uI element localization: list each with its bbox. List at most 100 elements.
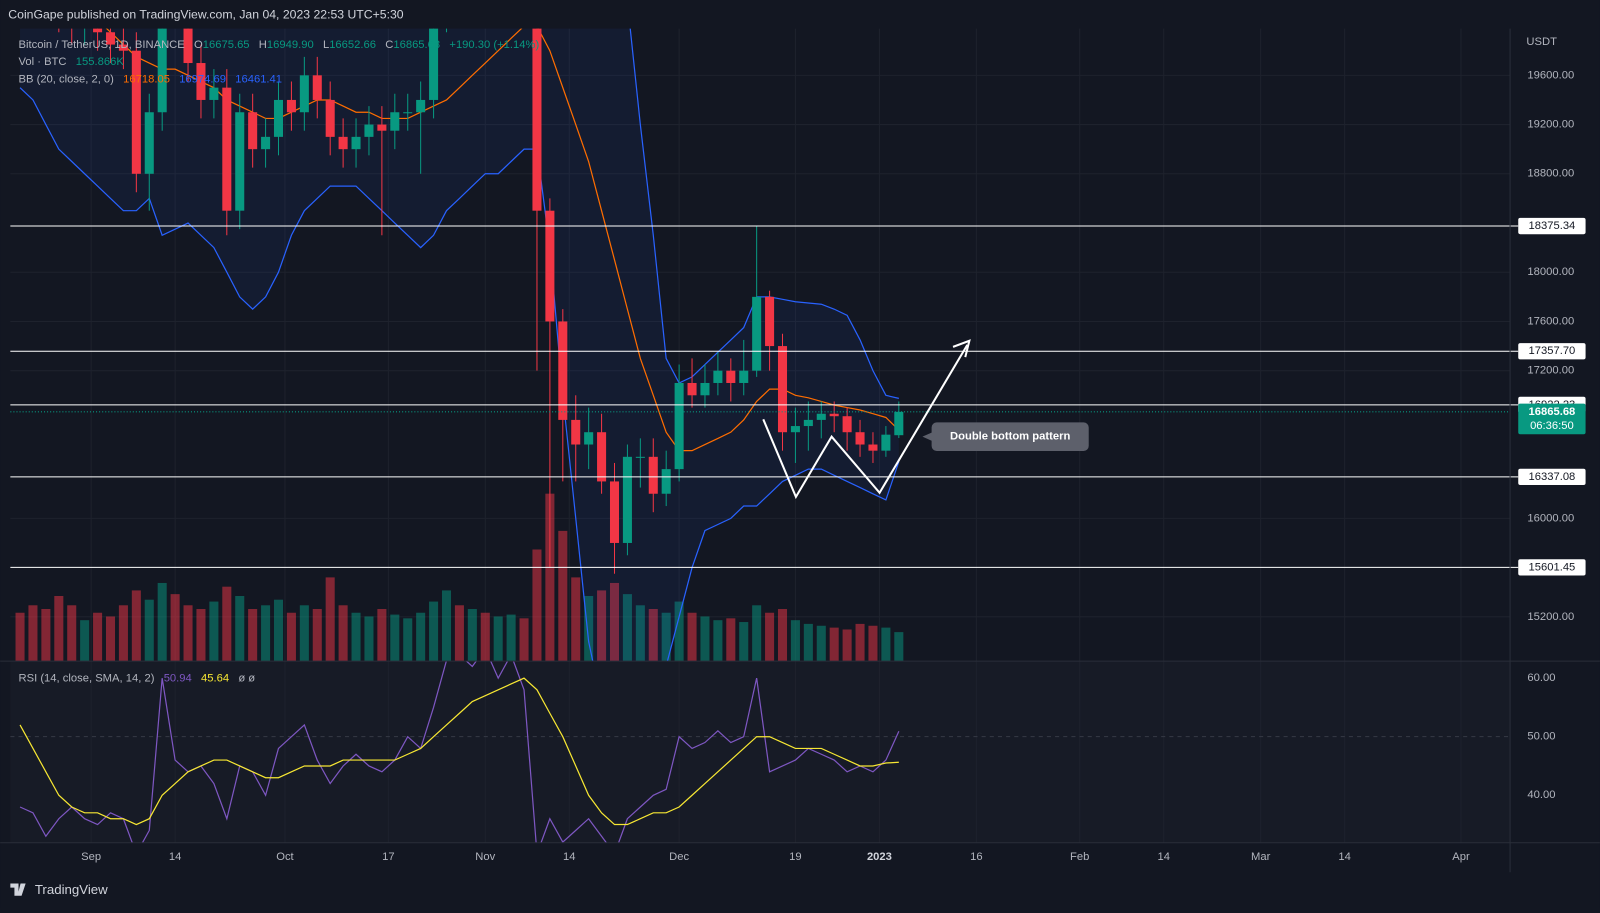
candle-body xyxy=(868,444,878,451)
y-tick-label: 19200.00 xyxy=(1527,119,1574,131)
double-bottom-drawing xyxy=(762,344,969,500)
vol-value: 155.866K xyxy=(76,56,125,68)
candle-body xyxy=(222,87,232,211)
high: 16949.90 xyxy=(267,39,314,51)
volume-bar xyxy=(377,609,387,662)
volume-bar xyxy=(493,616,503,662)
volume-bar xyxy=(222,586,232,662)
candle-body xyxy=(403,112,413,114)
candle-body xyxy=(377,124,387,131)
volume-bar xyxy=(93,612,103,662)
volume-bar xyxy=(881,627,891,662)
candle-body xyxy=(700,382,710,396)
candle-body xyxy=(803,419,813,427)
x-tick-label: Oct xyxy=(276,851,294,863)
candle-body xyxy=(325,99,335,137)
candle-body xyxy=(855,432,865,445)
footer-text: TradingView xyxy=(35,882,108,897)
candle-body xyxy=(829,413,839,417)
volume-bar xyxy=(390,614,400,662)
bb-basis: 16718.05 xyxy=(123,74,170,86)
candle-body xyxy=(118,44,128,51)
volume-bar xyxy=(532,549,542,662)
candle-body xyxy=(351,136,361,150)
footer-logo: TradingView xyxy=(10,882,108,897)
y-tick-label: 18000.00 xyxy=(1527,266,1574,278)
level-label: 17357.70 xyxy=(1529,345,1576,357)
volume-bar xyxy=(67,605,77,662)
volume-bar xyxy=(648,609,658,662)
volume-bar xyxy=(713,620,723,662)
level-label-box xyxy=(1518,559,1586,576)
candle-body xyxy=(635,456,645,458)
rsi-pane xyxy=(10,661,1511,843)
candle-body xyxy=(196,63,206,100)
volume-bar xyxy=(144,599,154,662)
volume-bar xyxy=(726,618,736,662)
candle-body xyxy=(584,432,594,445)
volume-bar xyxy=(248,609,258,662)
volume-bar xyxy=(429,601,439,662)
candle-body xyxy=(131,50,141,174)
volume-bar xyxy=(299,605,309,662)
volume-bar xyxy=(467,609,477,662)
bb-legend: BB (20, close, 2, 0) 16718.05 16974.69 1… xyxy=(19,74,283,86)
level-label-box xyxy=(1518,343,1586,360)
x-tick-label: 14 xyxy=(1338,851,1350,863)
candle-body xyxy=(390,112,400,131)
candle-body xyxy=(209,87,219,100)
candle-body xyxy=(739,370,749,383)
volume-bar xyxy=(519,618,529,662)
volume-bar xyxy=(15,612,25,662)
x-tick-label: 16 xyxy=(970,851,982,863)
bb-lower: 16461.41 xyxy=(235,74,282,86)
volume-bar xyxy=(403,618,413,662)
volume-bar xyxy=(261,605,271,662)
candle-body xyxy=(93,28,103,33)
x-tick-label: Dec xyxy=(669,851,689,863)
y-tick-label: 19600.00 xyxy=(1527,69,1574,81)
candle-body xyxy=(894,411,904,436)
candle-body xyxy=(713,370,723,383)
candle-body xyxy=(144,112,154,174)
y-tick-label: 17600.00 xyxy=(1527,315,1574,327)
x-tick-label: Apr xyxy=(1452,851,1470,863)
bb-upper: 16974.69 xyxy=(179,74,226,86)
last-price-box xyxy=(1518,403,1586,435)
candle-body xyxy=(286,99,296,113)
logo-mark xyxy=(10,883,26,896)
volume-bar xyxy=(364,616,374,662)
countdown-label: 06:36:50 xyxy=(1530,420,1574,432)
publish-header: CoinGape published on TradingView.com, J… xyxy=(8,8,403,22)
change: +190.30 (+1.14%) xyxy=(449,39,539,51)
volume-bar xyxy=(622,594,632,662)
volume-bar xyxy=(894,632,904,662)
c-label: C xyxy=(385,39,393,51)
candle-body xyxy=(248,112,258,150)
candle-body xyxy=(597,432,607,482)
last-price-label: 16865.68 xyxy=(1529,406,1576,418)
candle-body xyxy=(545,210,555,322)
candle-body xyxy=(273,99,284,137)
volume-bar xyxy=(54,595,64,662)
vol-label: Vol · BTC xyxy=(19,56,67,68)
rsi-value: 50.94 xyxy=(164,672,192,684)
candle-body xyxy=(364,124,374,137)
y-tick-label: 18800.00 xyxy=(1527,168,1574,180)
volume-bar xyxy=(416,612,426,662)
volume-bar xyxy=(584,595,594,662)
x-tick-label: 14 xyxy=(169,851,181,863)
volume-bar xyxy=(312,609,322,662)
volume-bar xyxy=(700,616,710,662)
volume-bar xyxy=(273,599,284,662)
l-label: L xyxy=(323,39,329,51)
volume-bar xyxy=(855,623,865,662)
rsi-extra: ø ø xyxy=(238,672,255,684)
volume-bar xyxy=(235,595,245,662)
candle-body xyxy=(674,382,684,470)
volume-bar xyxy=(635,605,645,662)
volume-bar xyxy=(571,577,581,662)
candle-body xyxy=(661,469,671,494)
volume-bar xyxy=(506,614,516,662)
candle-body xyxy=(183,28,193,64)
